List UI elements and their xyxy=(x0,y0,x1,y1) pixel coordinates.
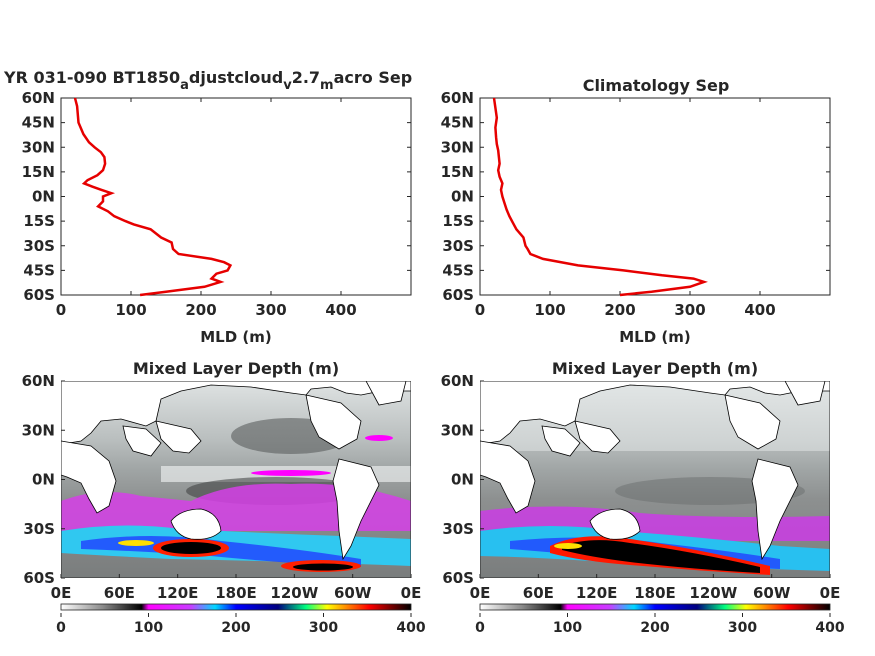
lon-tick-label: 60W xyxy=(753,584,791,602)
plot-area-1 xyxy=(60,97,412,296)
lon-tick-label: 0E xyxy=(820,584,841,602)
panel-4: Mixed Layer Depth (m) 0E 60E 120E 180E 120W xyxy=(441,359,845,636)
colorbar-tick-label: 0 xyxy=(56,620,66,636)
y-tick-label: 30S xyxy=(23,237,55,255)
series-line-1 xyxy=(73,97,233,297)
y-tick-label: 30N xyxy=(441,138,474,156)
lon-tick-label: 0E xyxy=(51,584,72,602)
x-tick-label: 100 xyxy=(115,301,146,319)
y-tick-label: 60S xyxy=(23,286,55,304)
lon-tick-label: 60E xyxy=(104,584,135,602)
y-tick-label: 45S xyxy=(23,261,55,279)
x-tick-label: 400 xyxy=(325,301,356,319)
panel-3-title: Mixed Layer Depth (m) xyxy=(133,359,339,378)
lat-tick-label: 30S xyxy=(23,520,55,538)
panel-2-title: Climatology Sep xyxy=(583,76,730,95)
lat-tick-label: 60N xyxy=(22,372,55,390)
y-tick-label: 30S xyxy=(442,237,474,255)
y-tick-label: 60N xyxy=(441,89,474,107)
colorbar-tick-label: 300 xyxy=(309,620,338,636)
map-4 xyxy=(480,381,830,578)
panel-1: YR 031-090 BT1850adjustcloudv2.7macro Se… xyxy=(3,68,412,346)
lon-tick-label: 120E xyxy=(576,584,618,602)
lat-tick-label: 60S xyxy=(442,569,474,587)
y-tick-label: 60S xyxy=(442,286,474,304)
x-tick-label: 100 xyxy=(534,301,565,319)
colorbar-4 xyxy=(479,603,831,611)
y-tick-label: 15N xyxy=(22,163,55,181)
lon-tick-label: 120W xyxy=(270,584,318,602)
lat-tick-label: 30S xyxy=(442,520,474,538)
series-line-2 xyxy=(492,97,708,297)
y-tick-label: 45N xyxy=(22,114,55,132)
lat-tick-label: 30N xyxy=(22,421,55,439)
lon-tick-label: 0E xyxy=(401,584,422,602)
lon-tick-label: 60W xyxy=(334,584,372,602)
x-tick-label: 300 xyxy=(674,301,705,319)
y-tick-label: 30N xyxy=(22,138,55,156)
colorbar-3 xyxy=(60,603,412,611)
lat-tick-label: 0N xyxy=(32,471,55,489)
x-tick-label: 200 xyxy=(604,301,635,319)
x-tick-label: 400 xyxy=(744,301,775,319)
panel-3: Mixed Layer Depth (m) xyxy=(22,359,426,636)
colorbar-tick-label: 400 xyxy=(815,620,844,636)
x-axis-label-2: MLD (m) xyxy=(619,328,691,346)
colorbar-tick-label: 300 xyxy=(728,620,757,636)
lat-tick-label: 0N xyxy=(451,471,474,489)
y-tick-label: 0N xyxy=(32,188,55,206)
lat-tick-label: 30N xyxy=(441,421,474,439)
colorbar-tick-label: 400 xyxy=(396,620,425,636)
lon-tick-label: 60E xyxy=(523,584,554,602)
y-tick-label: 45N xyxy=(441,114,474,132)
x-tick-label: 200 xyxy=(185,301,216,319)
colorbar-tick-label: 0 xyxy=(475,620,485,636)
y-tick-label: 15N xyxy=(441,163,474,181)
y-tick-label: 60N xyxy=(22,89,55,107)
y-tick-label: 15S xyxy=(442,212,474,230)
panel-2: Climatology Sep 0 100 200 300 400 60N 45N 30N 15… xyxy=(441,76,831,346)
x-tick-label: 300 xyxy=(255,301,286,319)
lon-tick-label: 180E xyxy=(215,584,257,602)
y-tick-label: 45S xyxy=(442,261,474,279)
colorbar-tick-label: 200 xyxy=(221,620,250,636)
panel-1-title: YR 031-090 BT1850adjustcloudv2.7macro Se… xyxy=(3,68,412,93)
y-tick-label: 15S xyxy=(23,212,55,230)
x-tick-label: 0 xyxy=(56,301,66,319)
colorbar-tick-label: 100 xyxy=(553,620,582,636)
plot-area-2 xyxy=(479,97,831,296)
lon-tick-label: 0E xyxy=(470,584,491,602)
lon-tick-label: 120E xyxy=(157,584,199,602)
x-tick-label: 0 xyxy=(475,301,485,319)
colorbar-tick-label: 100 xyxy=(134,620,163,636)
lon-tick-label: 120W xyxy=(689,584,737,602)
x-axis-label-1: MLD (m) xyxy=(200,328,272,346)
y-tick-label: 0N xyxy=(451,188,474,206)
colorbar-tick-label: 200 xyxy=(640,620,669,636)
lat-tick-label: 60S xyxy=(23,569,55,587)
panel-4-title: Mixed Layer Depth (m) xyxy=(552,359,758,378)
map-3 xyxy=(61,381,411,578)
lon-tick-label: 180E xyxy=(634,584,676,602)
lat-tick-label: 60N xyxy=(441,372,474,390)
